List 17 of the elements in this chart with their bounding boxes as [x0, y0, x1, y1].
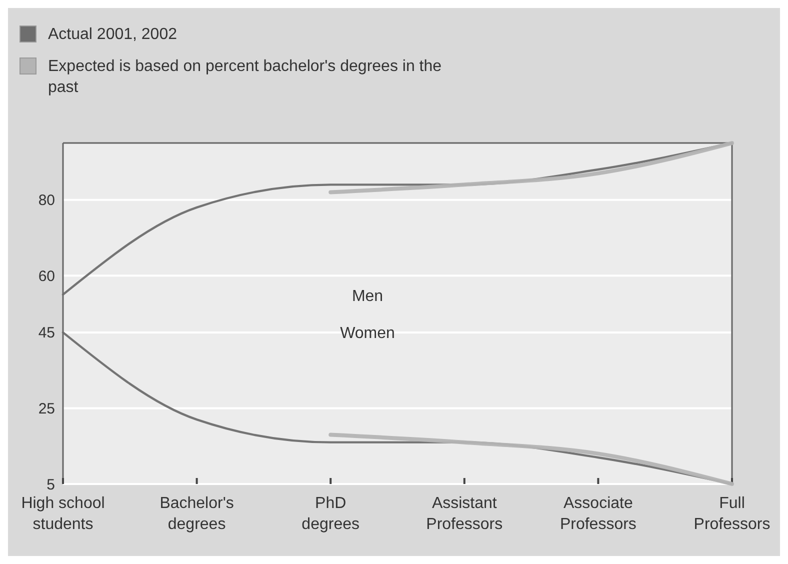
- x-tick-label: Full Professors: [694, 495, 770, 533]
- y-tick-label: 5: [46, 476, 55, 494]
- legend-label: Expected is based on percent bachelor's degrees in the past: [48, 58, 442, 96]
- legend-label: Actual 2001, 2002: [48, 26, 178, 43]
- y-tick-label: 80: [38, 192, 55, 210]
- y-tick-label: 25: [38, 400, 55, 418]
- x-tick-label: Assistant Professors: [426, 495, 503, 533]
- y-tick-label: 45: [38, 324, 55, 342]
- line-series: [328, 141, 734, 194]
- annotation: Women: [340, 325, 395, 342]
- x-tick-label: Associate Professors: [560, 495, 636, 533]
- x-tick-label: Bachelor's degrees: [160, 495, 234, 533]
- y-tick-label: 60: [38, 268, 55, 285]
- line-series: [328, 432, 734, 486]
- x-tick-label: PhD degrees: [302, 495, 360, 533]
- x-tick-label: High school students: [21, 495, 105, 533]
- annotation: Men: [352, 288, 384, 306]
